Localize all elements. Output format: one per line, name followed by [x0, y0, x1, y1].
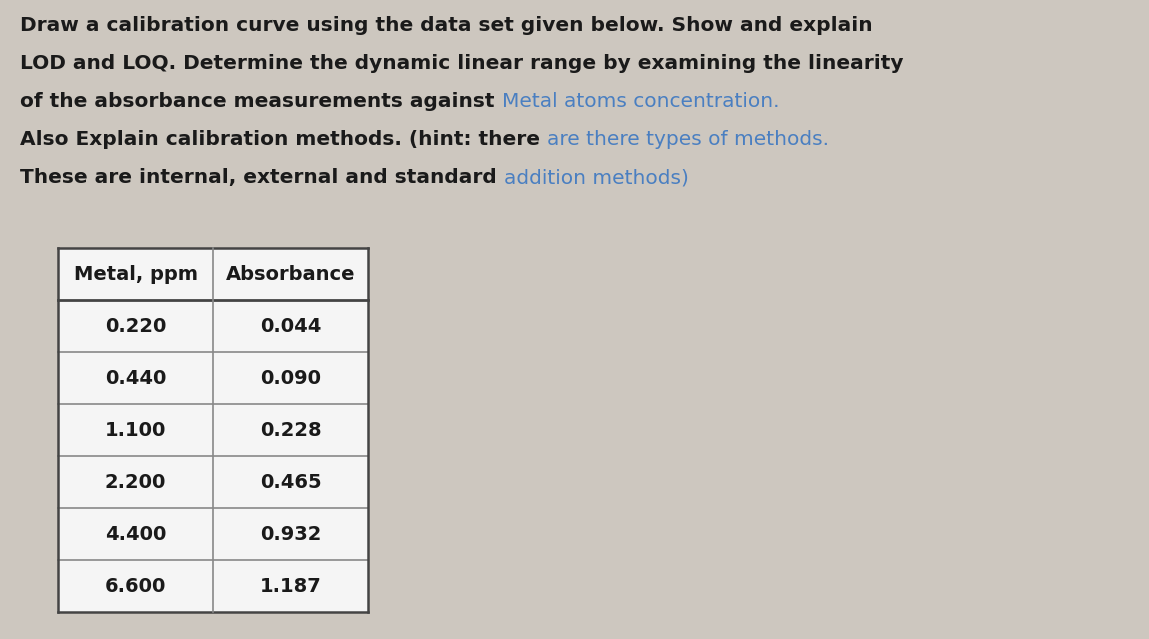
Text: Metal, ppm: Metal, ppm — [74, 265, 198, 284]
Text: 1.187: 1.187 — [260, 576, 322, 596]
Text: 0.465: 0.465 — [260, 472, 322, 491]
Text: Absorbance: Absorbance — [225, 265, 355, 284]
Text: Also Explain calibration methods. (hint: there: Also Explain calibration methods. (hint:… — [20, 130, 547, 149]
Text: 1.100: 1.100 — [105, 420, 167, 440]
Text: 0.090: 0.090 — [260, 369, 321, 387]
Text: LOD and LOQ. Determine the dynamic linear range by examining the linearity: LOD and LOQ. Determine the dynamic linea… — [20, 54, 903, 73]
Text: Draw a calibration curve using the data set given below. Show and explain: Draw a calibration curve using the data … — [20, 16, 872, 35]
Text: 0.044: 0.044 — [260, 316, 322, 335]
Text: 0.932: 0.932 — [260, 525, 322, 544]
Text: addition methods): addition methods) — [503, 168, 688, 187]
Text: Metal atoms concentration.: Metal atoms concentration. — [501, 92, 779, 111]
Text: 2.200: 2.200 — [105, 472, 167, 491]
Text: 0.228: 0.228 — [260, 420, 322, 440]
Text: 6.600: 6.600 — [105, 576, 167, 596]
Bar — [57, 248, 368, 612]
Text: are there types of methods.: are there types of methods. — [547, 130, 828, 149]
Text: 0.220: 0.220 — [105, 316, 167, 335]
Text: 4.400: 4.400 — [105, 525, 167, 544]
Text: 0.440: 0.440 — [105, 369, 167, 387]
Text: of the absorbance measurements against: of the absorbance measurements against — [20, 92, 501, 111]
Text: These are internal, external and standard: These are internal, external and standar… — [20, 168, 503, 187]
